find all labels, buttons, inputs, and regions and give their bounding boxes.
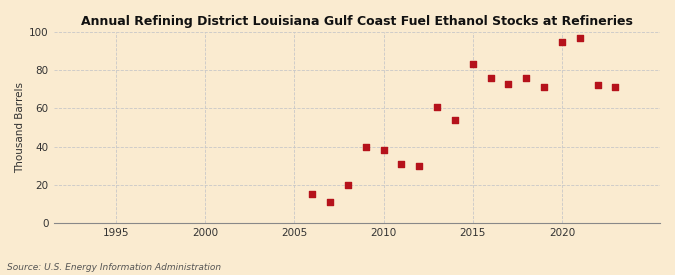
Point <box>610 85 621 90</box>
Point <box>556 39 567 44</box>
Point <box>592 83 603 88</box>
Point <box>450 118 460 122</box>
Point <box>432 104 443 109</box>
Point <box>574 35 585 40</box>
Point <box>325 200 335 204</box>
Title: Annual Refining District Louisiana Gulf Coast Fuel Ethanol Stocks at Refineries: Annual Refining District Louisiana Gulf … <box>81 15 632 28</box>
Point <box>521 76 532 80</box>
Point <box>396 162 407 166</box>
Point <box>378 148 389 153</box>
Point <box>539 85 549 90</box>
Y-axis label: Thousand Barrels: Thousand Barrels <box>15 82 25 173</box>
Point <box>414 164 425 168</box>
Point <box>307 192 318 197</box>
Point <box>485 76 496 80</box>
Point <box>503 81 514 86</box>
Point <box>360 144 371 149</box>
Text: Source: U.S. Energy Information Administration: Source: U.S. Energy Information Administ… <box>7 263 221 272</box>
Point <box>342 183 353 187</box>
Point <box>467 62 478 67</box>
